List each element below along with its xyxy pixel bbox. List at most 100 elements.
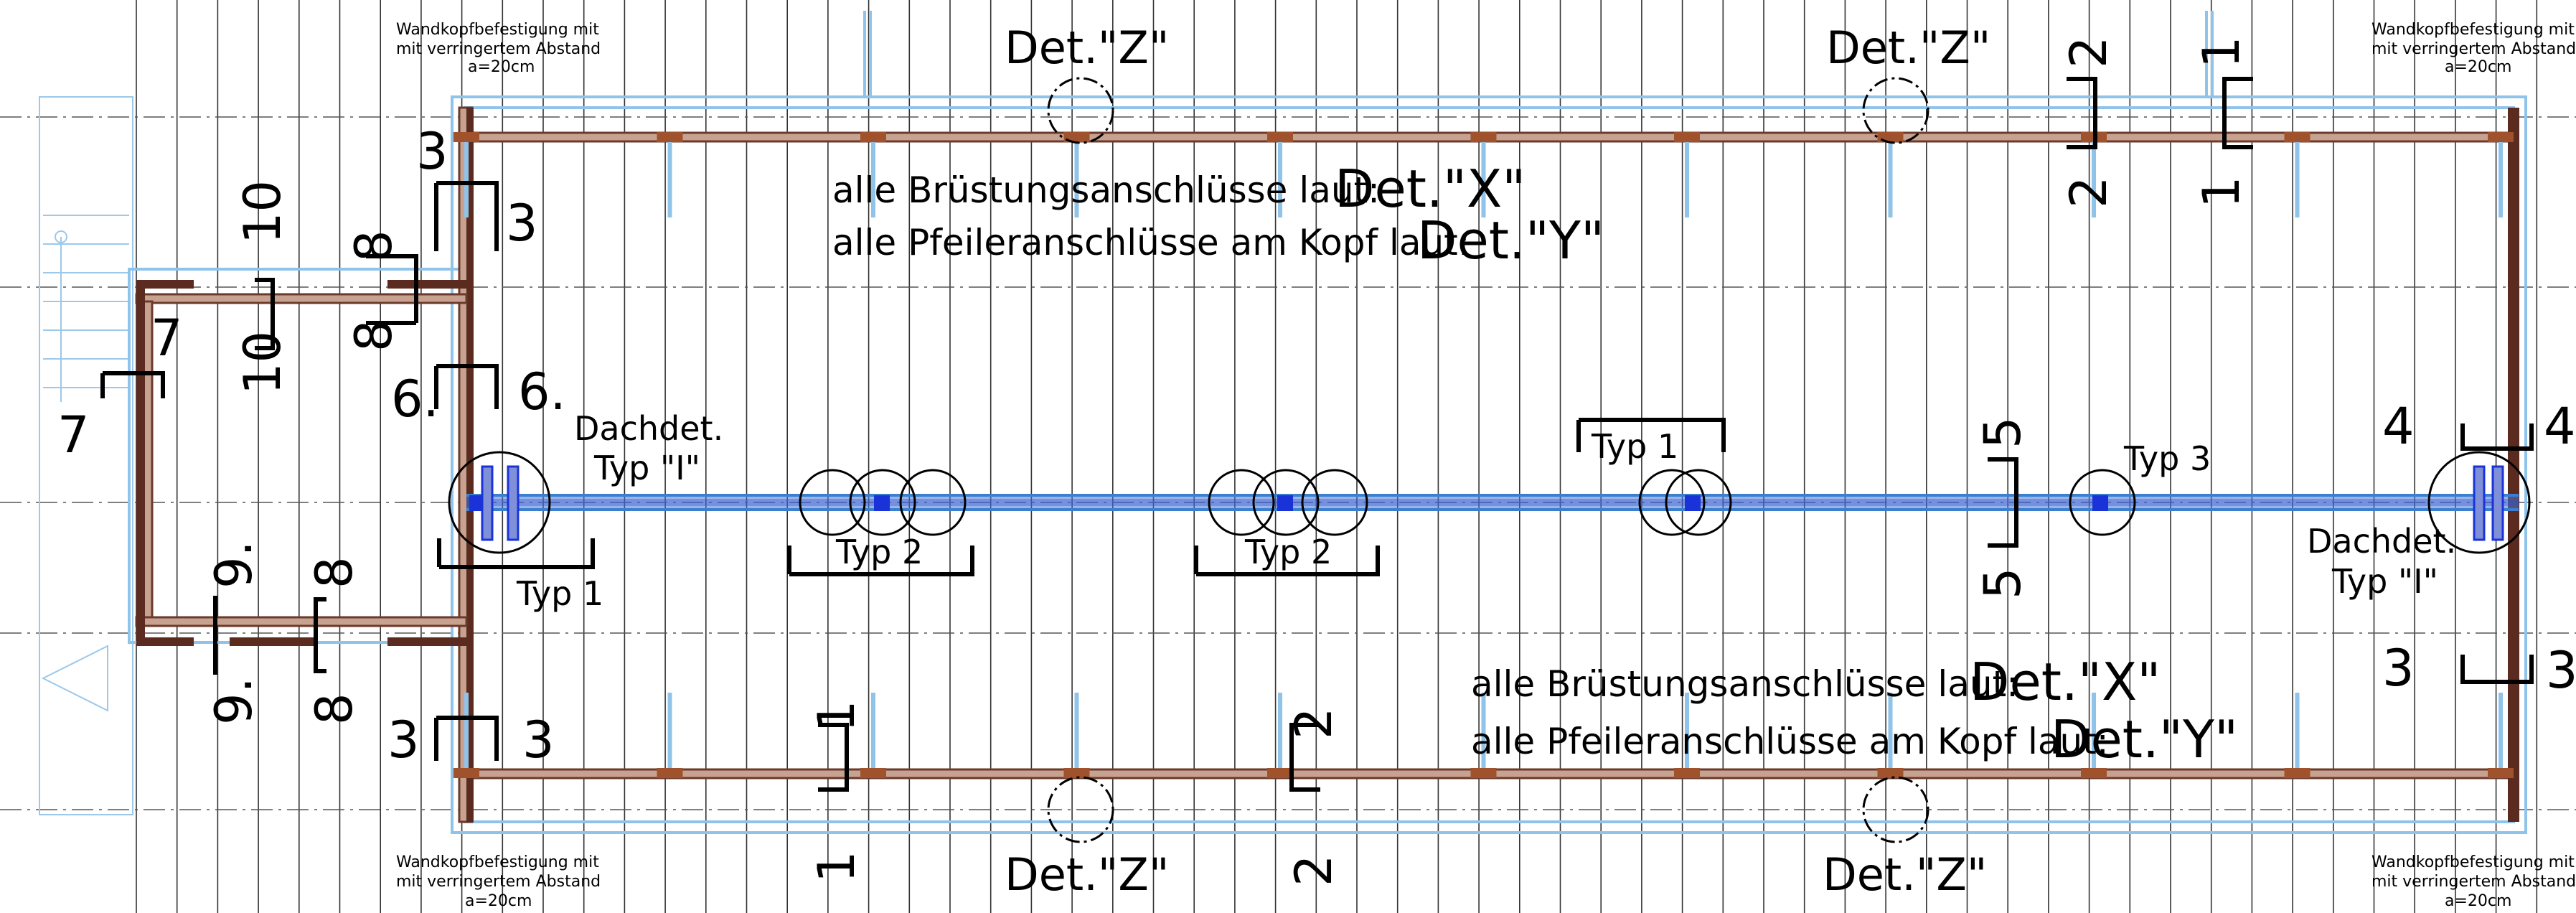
detail-z-top-right: Det."Z" <box>1826 22 1990 74</box>
sec-1-c: 1 <box>2192 36 2251 68</box>
typ2-left: Typ 2 <box>835 533 923 571</box>
note-top-2-prefix: alle Pfeileranschlüsse am Kopf laut: <box>832 222 1470 263</box>
section-markers <box>100 77 2534 792</box>
drawing-text: Det."Z" Det."Z" Det."Z" Det."Z" alle Brü… <box>57 21 2576 910</box>
sec-8-a: 8 <box>344 230 403 262</box>
sec-9-a: 9. <box>205 540 263 589</box>
wall-head-top-left-1: Wandkopfbefestigung mit <box>396 21 599 39</box>
stud-line <box>1481 693 1486 768</box>
wall-head-bottom-right-3: a=20cm <box>2445 892 2511 910</box>
wall-post <box>657 768 683 778</box>
sec-6-a: 6. <box>391 370 439 429</box>
sec-1-b: 1 <box>807 851 866 883</box>
wall-post <box>2081 768 2107 778</box>
wall-post <box>2488 132 2514 142</box>
wall-post <box>2488 768 2514 778</box>
staircase-outline <box>39 96 133 815</box>
wall-post <box>860 132 886 142</box>
stud-line <box>2092 693 2096 768</box>
sec-3-a: 3 <box>416 122 448 181</box>
note-bottom-2-ref: Det."Y" <box>2051 709 2238 769</box>
note-top-2-ref: Det."Y" <box>1417 210 1604 271</box>
wall-head-top-left-2: mit verringertem Abstand <box>396 40 601 58</box>
note-bottom-2-prefix: alle Pfeileranschlüsse am Kopf laut: <box>1471 721 2109 762</box>
stud-line <box>2295 693 2300 768</box>
note-bottom-1-prefix: alle Brüstungsanschlüsse laut: <box>1471 663 2018 705</box>
sec-8-c: 8 <box>305 556 364 589</box>
wall-head-bottom-right-2: mit verringertem Abstand <box>2371 873 2576 891</box>
stud-line <box>1888 693 1893 768</box>
wall-post <box>2284 768 2311 778</box>
wall-post <box>1267 768 1293 778</box>
sec-9-b: 9. <box>205 677 263 725</box>
note-top-1-prefix: alle Brüstungsanschlüsse laut: <box>832 169 1380 211</box>
sec-4-b: 4 <box>2544 397 2576 456</box>
stud-line <box>464 142 469 217</box>
wall-head-top-left-3: a=20cm <box>468 58 535 76</box>
wall-post <box>1877 768 1904 778</box>
wall-head-bottom-left-2: mit verringertem Abstand <box>396 873 601 891</box>
sec-2-c: 2 <box>2059 36 2118 68</box>
wall-post <box>1063 768 1090 778</box>
wall-post <box>860 768 886 778</box>
wall-head-bottom-left-1: Wandkopfbefestigung mit <box>396 853 599 871</box>
wall-post <box>2284 132 2311 142</box>
wall-head-bottom-right-1: Wandkopfbefestigung mit <box>2371 853 2575 871</box>
sec-7-a: 7 <box>57 406 90 464</box>
sec-10-b: 10 <box>233 331 292 395</box>
sec-3-d: 3 <box>522 711 555 769</box>
dachdet-right: Dachdet. <box>2307 522 2456 561</box>
note-top-1-ref: Det."X" <box>1335 159 1526 219</box>
main-beam <box>466 465 2519 541</box>
wall-head-top-right-2: mit verringertem Abstand <box>2371 40 2576 58</box>
sec-5-a: 5 <box>1973 416 2032 449</box>
typ3: Typ 3 <box>2123 439 2211 478</box>
sec-8-d: 8 <box>305 693 364 725</box>
dachdet-left: Dachdet. <box>574 409 723 448</box>
note-bottom-1-ref: Det."X" <box>1970 652 2161 712</box>
typ1-left: Typ 1 <box>516 574 603 613</box>
stud-line <box>1685 142 1689 217</box>
wall-post <box>1674 768 1700 778</box>
grid-lines-vertical <box>136 0 2538 913</box>
sec-2-d: 2 <box>2059 176 2118 208</box>
sec-1-d: 1 <box>2192 176 2251 208</box>
wall-post <box>1674 132 1700 142</box>
stud-line <box>1074 142 1079 217</box>
wall-post <box>1470 132 1497 142</box>
stud-line <box>871 142 875 217</box>
wall-post <box>657 132 683 142</box>
stud-line <box>2092 142 2096 217</box>
wall-head-top-right-1: Wandkopfbefestigung mit <box>2371 21 2575 39</box>
typ-i-left: Typ "I" <box>593 449 700 487</box>
sec-3-e: 3 <box>2382 639 2415 698</box>
stud-line <box>2499 142 2503 217</box>
stud-line <box>871 693 875 768</box>
stud-line <box>667 142 672 217</box>
wall-head-bottom-left-3: a=20cm <box>465 892 532 910</box>
stud-line <box>1481 142 1486 217</box>
detail-z-top-left: Det."Z" <box>1005 22 1169 74</box>
sec-8-b: 8 <box>344 319 403 352</box>
sec-3-f: 3 <box>2546 641 2576 700</box>
stud-line <box>1888 142 1893 217</box>
typ1-right: Typ 1 <box>1591 427 1678 466</box>
detail-circles <box>448 77 2531 843</box>
detail-z-bottom-right: Det."Z" <box>1823 848 1987 901</box>
stud-line <box>1278 693 1282 768</box>
stud-line <box>2499 693 2503 768</box>
typ2-right: Typ 2 <box>1244 533 1332 571</box>
typ-i-right: Typ "I" <box>2331 562 2438 601</box>
stud-line <box>667 693 672 768</box>
detail-z-bottom-left: Det."Z" <box>1005 848 1169 901</box>
wall-head-top-right-3: a=20cm <box>2445 58 2511 76</box>
wall-post <box>453 132 479 142</box>
stud-line <box>1685 693 1689 768</box>
sec-1-a: 1 <box>807 700 866 732</box>
stud-line <box>464 693 469 768</box>
sec-6-b: 6. <box>518 362 566 421</box>
sec-2-b: 2 <box>1284 854 1343 886</box>
sec-3-c: 3 <box>387 711 420 769</box>
stud-line <box>1074 693 1079 768</box>
